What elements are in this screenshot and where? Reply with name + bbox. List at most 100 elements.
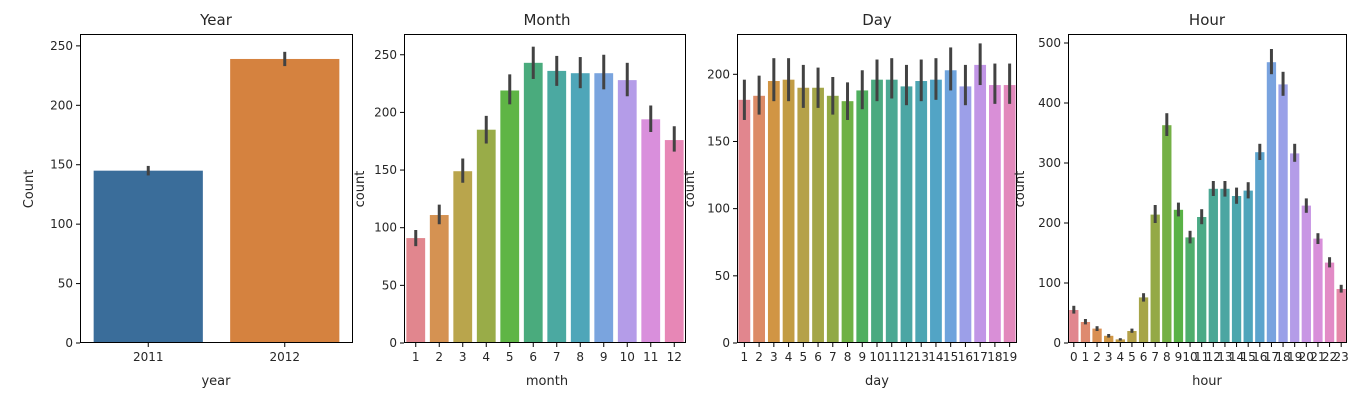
month-x-tick-label-3: 3 — [459, 350, 467, 364]
hour-y-tick-label-500: 500 — [1038, 36, 1061, 50]
day-bar-3 — [767, 81, 780, 344]
hour-x-tick-label-6: 6 — [1140, 350, 1148, 364]
day-plot-frame — [737, 34, 1017, 343]
month-bar-2 — [429, 215, 449, 343]
year-plot-frame — [80, 34, 353, 343]
day-bar-9 — [856, 90, 869, 344]
hour-bar-23 — [1336, 289, 1346, 343]
year-bar-2011 — [93, 170, 203, 343]
month-x-tick-label-5: 5 — [506, 350, 514, 364]
hour-bar-19 — [1290, 153, 1300, 343]
day-bar-2 — [753, 95, 765, 343]
day-x-tick-label-16: 16 — [958, 350, 973, 364]
hour-x-tick-label-19: 19 — [1287, 350, 1302, 364]
day-bar-11 — [885, 79, 898, 344]
year-y-tick-label-0: 0 — [65, 336, 73, 350]
hour-y-tick-label-300: 300 — [1038, 156, 1061, 170]
day-x-tick-label-9: 9 — [858, 350, 866, 364]
hour-x-tick-label-2: 2 — [1093, 350, 1101, 364]
hour-bar-4 — [1115, 339, 1125, 343]
day-x-tick-label-19: 19 — [1002, 350, 1017, 364]
month-bar-3 — [453, 171, 473, 343]
day-x-tick-label-4: 4 — [785, 350, 793, 364]
month-y-tick-label-50: 50 — [382, 278, 397, 292]
year-y-tick-label-100: 100 — [50, 217, 73, 231]
hour-bar-21 — [1313, 238, 1323, 343]
day-x-tick-label-3: 3 — [770, 350, 778, 364]
day-bar-14 — [930, 79, 942, 344]
day-x-axis-label: day — [865, 374, 889, 389]
day-y-tick-label-150: 150 — [707, 134, 730, 148]
hour-x-tick-label-4: 4 — [1116, 350, 1124, 364]
hour-panel: Hour hour count 0 1 2 3 4 5 6 7 8 9 10111213141516… — [1013, 11, 1349, 389]
year-y-axis-label: Count — [22, 170, 37, 209]
hour-x-tick-label-10: 10 — [1182, 350, 1197, 364]
hour-x-tick-label-0: 0 — [1070, 350, 1078, 364]
day-bar-5 — [797, 87, 810, 344]
hour-bar-5 — [1127, 331, 1137, 343]
day-y-tick-label-100: 100 — [707, 202, 730, 216]
hour-x-tick-label-13: 13 — [1217, 350, 1232, 364]
hour-bar-7 — [1150, 214, 1160, 343]
day-y-tick-label-0: 0 — [722, 336, 730, 350]
year-y-tick-label-150: 150 — [50, 158, 73, 172]
hour-y-tick-label-0: 0 — [1053, 336, 1061, 350]
hour-bar-18 — [1278, 84, 1288, 344]
month-bar-5 — [500, 90, 520, 343]
month-bar-1 — [406, 238, 426, 343]
month-bar-4 — [476, 129, 496, 343]
hour-x-tick-label-11: 11 — [1194, 350, 1209, 364]
hour-bar-1 — [1080, 322, 1091, 343]
day-x-tick-label-14: 14 — [928, 350, 943, 364]
month-x-tick-label-10: 10 — [620, 350, 635, 364]
month-x-tick-label-11: 11 — [643, 350, 658, 364]
year-x-tick-label-2011: 2011 — [133, 350, 164, 364]
year-title: Year — [199, 11, 233, 29]
month-title: Month — [523, 11, 570, 29]
hour-bar-20 — [1301, 205, 1311, 343]
hour-bar-13 — [1220, 188, 1230, 343]
hour-y-axis-label: count — [1013, 171, 1028, 208]
hour-x-tick-label-9: 9 — [1175, 350, 1183, 364]
year-y-tick-label-200: 200 — [50, 98, 73, 112]
day-x-tick-label-15: 15 — [943, 350, 958, 364]
hour-bar-3 — [1104, 335, 1114, 343]
day-x-tick-label-12: 12 — [899, 350, 914, 364]
hour-x-tick-label-7: 7 — [1151, 350, 1159, 364]
hour-x-tick-label-20: 20 — [1299, 350, 1314, 364]
hour-x-tick-label-14: 14 — [1229, 350, 1244, 364]
day-x-tick-label-1: 1 — [741, 350, 749, 364]
month-y-tick-label-100: 100 — [374, 221, 397, 235]
hour-y-tick-label-200: 200 — [1038, 216, 1061, 230]
day-x-tick-label-2: 2 — [755, 350, 763, 364]
day-x-tick-label-8: 8 — [844, 350, 852, 364]
hour-bar-12 — [1208, 188, 1218, 343]
hour-x-tick-label-5: 5 — [1128, 350, 1136, 364]
year-panel: Year year Count 2011 2012 0 50 100 150 200 250 — [22, 11, 353, 389]
hour-bar-11 — [1197, 217, 1207, 343]
day-x-tick-label-6: 6 — [814, 350, 822, 364]
day-x-tick-label-7: 7 — [829, 350, 837, 364]
hour-x-tick-label-1: 1 — [1082, 350, 1090, 364]
hour-bar-0 — [1069, 310, 1079, 343]
day-bar-4 — [782, 79, 795, 344]
day-bar-10 — [871, 79, 883, 344]
month-bar-12 — [664, 140, 684, 343]
hour-bar-6 — [1138, 297, 1149, 343]
year-y-tick-label-250: 250 — [50, 39, 73, 53]
hour-x-tick-label-23: 23 — [1334, 350, 1349, 364]
day-bar-17 — [974, 64, 987, 344]
month-y-tick-label-150: 150 — [374, 163, 397, 177]
day-panel: Day day count 1 2 3 4 5 6 7 8 9 10 11 12 13 14 15 16 17 1… — [683, 11, 1017, 389]
month-x-tick-label-4: 4 — [482, 350, 490, 364]
day-bar-16 — [959, 86, 972, 344]
day-x-tick-label-18: 18 — [987, 350, 1002, 364]
day-bar-6 — [812, 87, 824, 344]
hour-x-axis-label: hour — [1192, 374, 1222, 389]
year-y-tick-label-50: 50 — [58, 277, 73, 291]
year-x-tick-label-2012: 2012 — [269, 350, 300, 364]
hour-bar-10 — [1185, 237, 1195, 343]
hour-y-tick-label-100: 100 — [1038, 276, 1061, 290]
month-bar-8 — [570, 73, 590, 343]
